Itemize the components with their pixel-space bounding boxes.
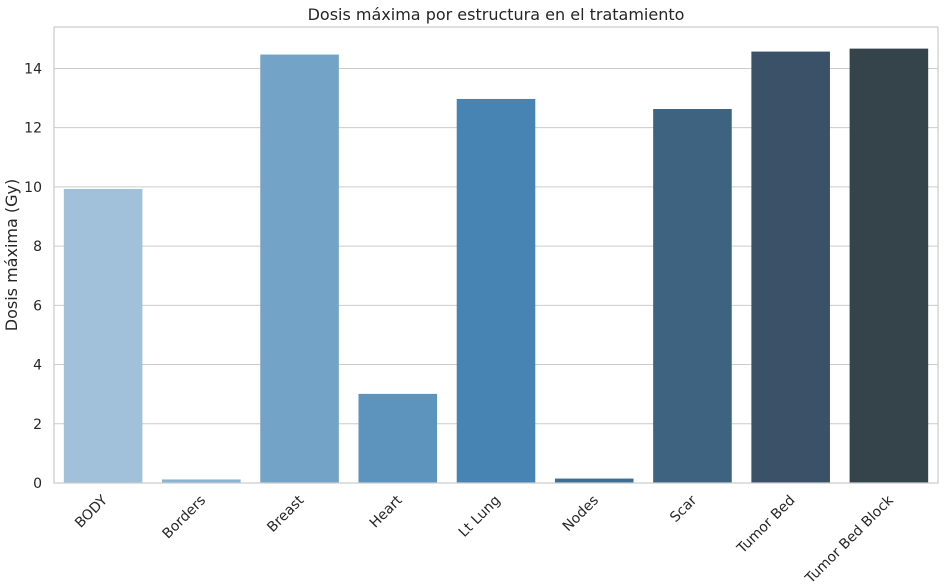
bar-scar bbox=[653, 109, 732, 483]
x-tick-label: Borders bbox=[159, 493, 209, 543]
x-tick-label: Breast bbox=[264, 492, 308, 536]
bar-breast bbox=[260, 54, 339, 484]
y-tick-labels: 0 2 4 6 8 10 12 14 bbox=[24, 61, 42, 492]
x-tick-label: Scar bbox=[667, 492, 700, 525]
bar-lt-lung bbox=[456, 98, 536, 483]
y-tick-label: 8 bbox=[33, 239, 42, 255]
x-tick-label: Nodes bbox=[560, 493, 602, 535]
bar-tumor-bed-block bbox=[849, 48, 929, 483]
x-tick-label: Tumor Bed Block bbox=[802, 492, 897, 587]
y-tick-label: 0 bbox=[33, 476, 42, 492]
x-tick-label: Heart bbox=[367, 492, 406, 531]
plot-frame bbox=[53, 26, 939, 484]
y-axis-label: Dosis máxima (Gy) bbox=[2, 179, 21, 331]
y-tick-label: 14 bbox=[24, 61, 42, 77]
x-tick-label: Lt Lung bbox=[456, 493, 504, 541]
y-tick-label: 10 bbox=[24, 180, 42, 196]
chart-title: Dosis máxima por estructura en el tratam… bbox=[308, 5, 685, 24]
bar-nodes bbox=[554, 478, 634, 483]
bar-body bbox=[63, 188, 143, 484]
bar-borders bbox=[162, 479, 241, 483]
x-tick-labels: BODY Borders Breast Heart Lt Lung Nodes Scar Tu… bbox=[72, 492, 897, 587]
bar-heart bbox=[358, 393, 438, 483]
y-tick-label: 2 bbox=[33, 417, 42, 433]
y-tick-label: 4 bbox=[33, 358, 42, 374]
x-tick-label: Tumor Bed bbox=[734, 493, 799, 558]
bar-tumor-bed bbox=[751, 51, 830, 483]
y-tick-label: 6 bbox=[33, 298, 42, 314]
bars bbox=[63, 48, 929, 484]
x-tick-label: BODY bbox=[72, 492, 111, 531]
y-tick-label: 12 bbox=[24, 121, 42, 137]
